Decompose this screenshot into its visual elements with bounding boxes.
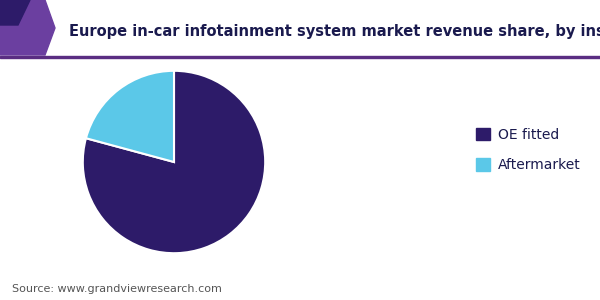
Wedge shape <box>86 71 174 162</box>
Text: Europe in-car infotainment system market revenue share, by installation, 2018 (%: Europe in-car infotainment system market… <box>69 24 600 39</box>
Bar <box>0 56 600 58</box>
Polygon shape <box>0 0 55 55</box>
Bar <box>0 0 600 55</box>
Legend: OE fitted, Aftermarket: OE fitted, Aftermarket <box>476 128 581 172</box>
Text: Source: www.grandviewresearch.com: Source: www.grandviewresearch.com <box>12 284 222 294</box>
Polygon shape <box>0 0 30 25</box>
Wedge shape <box>83 71 265 253</box>
